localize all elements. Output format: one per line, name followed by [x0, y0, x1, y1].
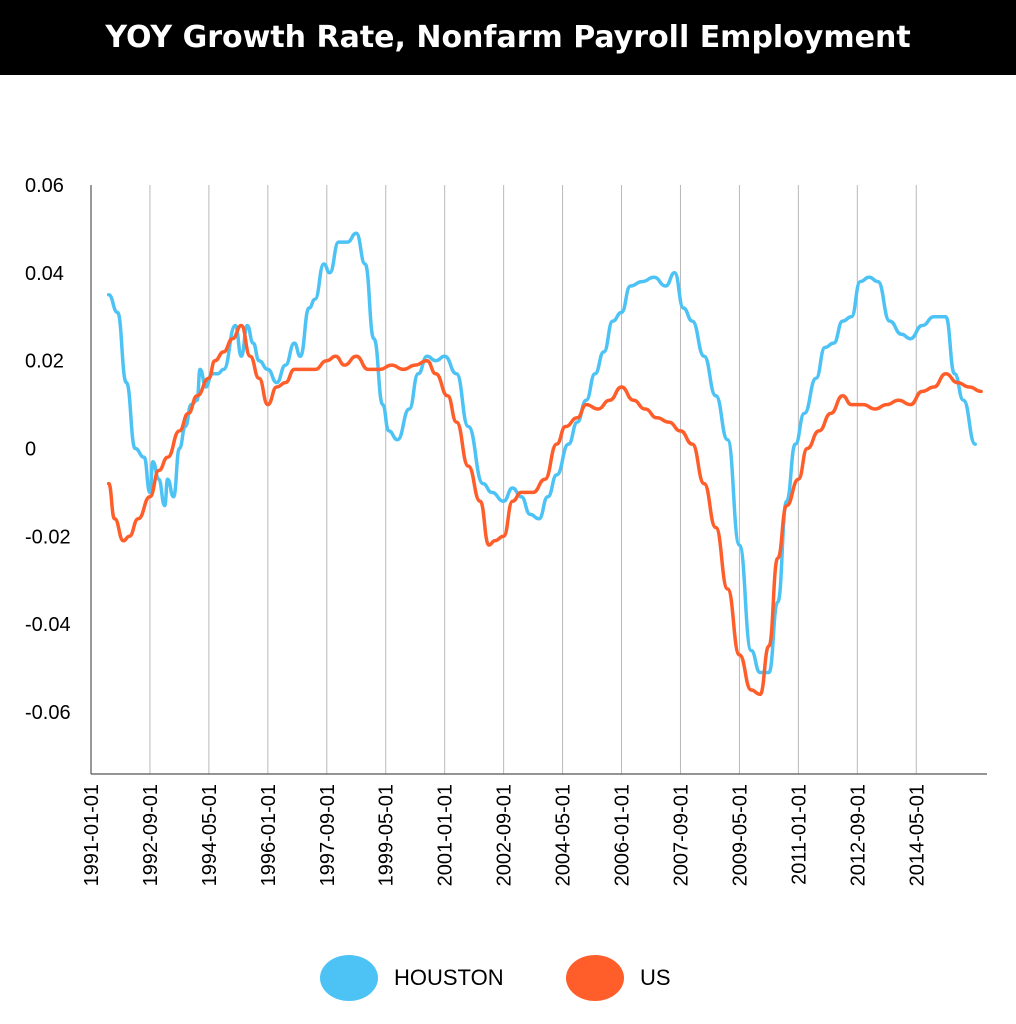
- x-axis-ticks: 1991-01-01 1992-09-01 1994-05-01 1996-01-01…: [81, 784, 928, 886]
- grid-lines: [149, 185, 917, 774]
- legend-item-us: US: [566, 955, 671, 1001]
- y-tick-label: -0.06: [25, 702, 71, 724]
- y-tick-label: -0.04: [25, 614, 71, 636]
- series-lines: [106, 231, 983, 697]
- y-tick-label: -0.02: [25, 526, 71, 548]
- legend-item-houston: HOUSTON: [320, 955, 504, 1001]
- y-tick-label: 0.02: [25, 351, 64, 373]
- x-tick-label: 2002-09-01: [494, 784, 516, 886]
- x-tick-label: 1994-05-01: [199, 784, 221, 886]
- axes: [90, 185, 987, 775]
- x-tick-label: 2014-05-01: [906, 784, 928, 886]
- x-tick-label: 1996-01-01: [258, 784, 280, 886]
- x-tick-label: 2004-05-01: [553, 784, 575, 886]
- legend-label-houston: HOUSTON: [394, 965, 504, 990]
- legend: HOUSTON US: [0, 955, 1016, 1005]
- legend-swatch-houston: [320, 955, 378, 1001]
- x-tick-label: 1997-09-01: [317, 784, 339, 886]
- x-tick-label: 2007-09-01: [670, 784, 692, 886]
- x-tick-label: 1992-09-01: [140, 784, 162, 886]
- y-tick-label: 0: [25, 439, 36, 461]
- y-tick-label: 0.06: [25, 175, 64, 197]
- series-line-houston: [106, 231, 977, 675]
- x-tick-label: 2009-05-01: [729, 784, 751, 886]
- legend-label-us: US: [640, 965, 671, 990]
- chart-title: YOY Growth Rate, Nonfarm Payroll Employm…: [0, 0, 1016, 75]
- x-tick-label: 1991-01-01: [81, 784, 103, 886]
- y-tick-label: 0.04: [25, 263, 64, 285]
- x-tick-label: 2011-01-01: [788, 784, 810, 885]
- x-tick-label: 2012-09-01: [847, 784, 869, 886]
- x-tick-label: 2001-01-01: [435, 784, 457, 886]
- series-line-us: [106, 323, 983, 697]
- y-axis-ticks: 0.06 0.04 0.02 0 -0.02 -0.04 -0.06: [25, 175, 71, 724]
- x-tick-label: 1999-05-01: [376, 784, 398, 886]
- x-tick-label: 2006-01-01: [612, 784, 634, 886]
- legend-swatch-us: [566, 955, 624, 1001]
